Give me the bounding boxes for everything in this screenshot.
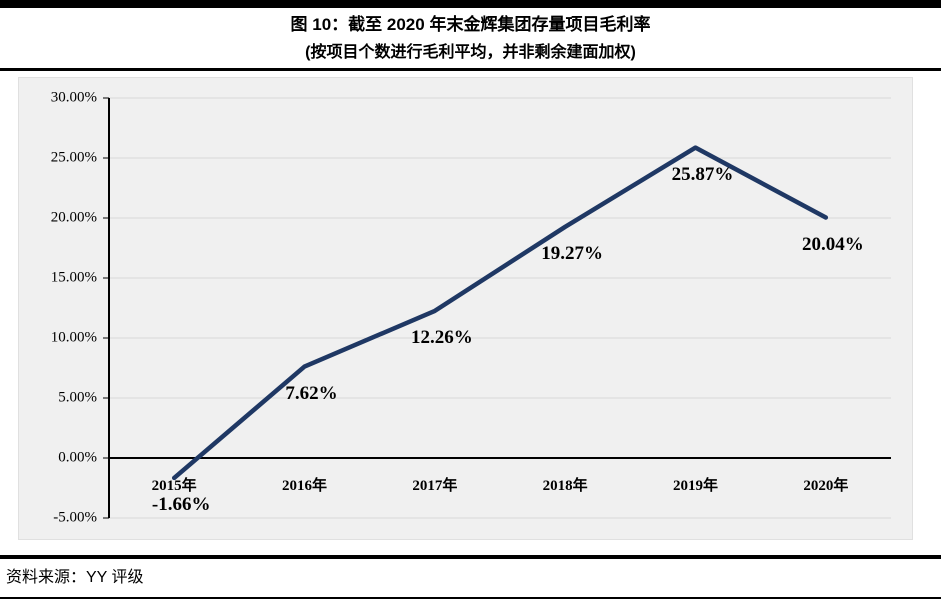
y-axis-label: -5.00% [53, 509, 97, 526]
header-divider-line [0, 68, 941, 71]
data-label: 7.62% [285, 382, 338, 404]
y-axis-label: 30.00% [50, 89, 97, 106]
y-axis-label: 25.00% [50, 149, 97, 166]
data-series-line [171, 145, 829, 481]
line-chart: 30.00% 25.00% 20.00% 15.00% 10.00% 5.00% 0.00%… [18, 77, 913, 540]
data-label: -1.66% [151, 493, 211, 515]
y-axis-label: 5.00% [58, 389, 97, 406]
y-axis-label: 0.00% [58, 449, 97, 466]
y-axis-label: 10.00% [50, 329, 97, 346]
x-axis-label: 2018年 [542, 478, 588, 494]
x-axis-label: 2016年 [281, 478, 328, 494]
chart-title: 图 10：截至 2020 年末金辉集团存量项目毛利率 [290, 15, 651, 34]
line-chart-svg [103, 97, 891, 519]
data-label: 12.26% [410, 326, 473, 348]
data-label: 20.04% [801, 233, 864, 255]
x-axis-label: 2019年 [672, 478, 719, 494]
y-axis-label: 15.00% [50, 269, 97, 286]
source-note: 资料来源：YY 评级 [6, 569, 144, 586]
data-label: 25.87% [671, 163, 734, 185]
bottom-border-line [0, 597, 941, 599]
x-axis-label: 2015年 [151, 478, 197, 494]
x-axis-label: 2020年 [803, 478, 849, 494]
data-label: 19.27% [541, 242, 604, 264]
y-axis-label: 20.00% [50, 209, 97, 226]
top-border-bar [0, 0, 941, 8]
footer-divider-line [0, 555, 941, 559]
chart-subtitle: (按项目个数进行毛利平均，并非剩余建面加权) [305, 44, 636, 61]
x-axis-label: 2017年 [412, 478, 458, 494]
